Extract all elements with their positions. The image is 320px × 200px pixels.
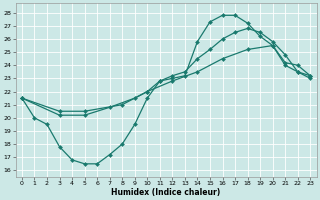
X-axis label: Humidex (Indice chaleur): Humidex (Indice chaleur) <box>111 188 221 197</box>
